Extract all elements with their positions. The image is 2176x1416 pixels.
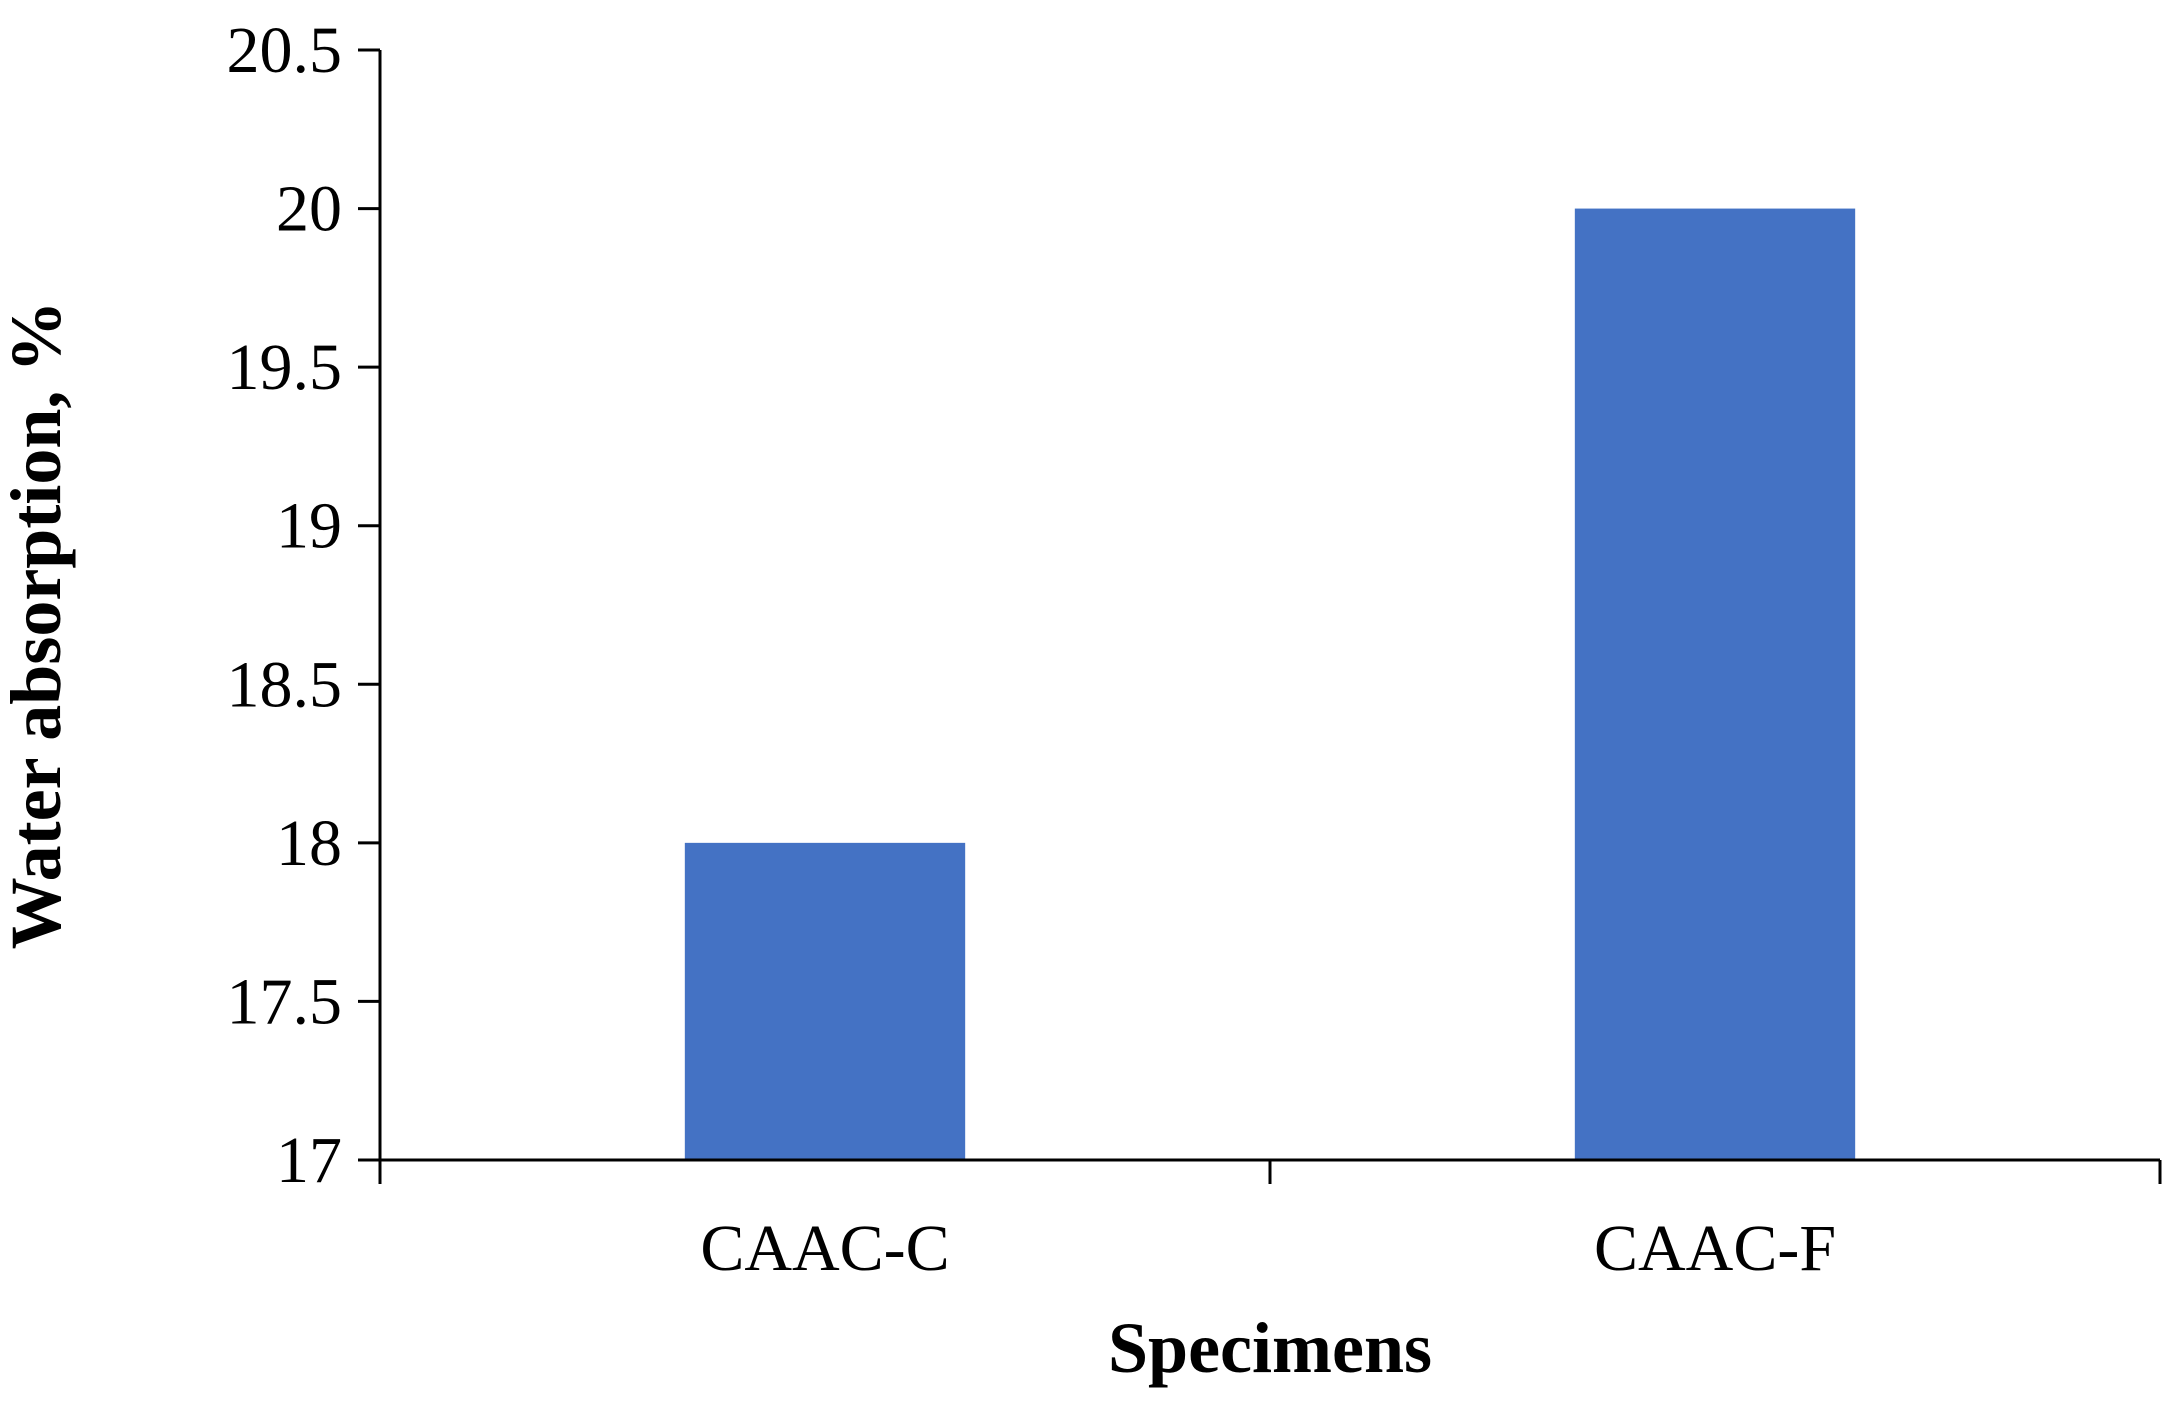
y-tick-label: 20.5 (227, 14, 343, 87)
bar-caac-f (1574, 208, 1856, 1161)
y-tick-label: 17 (276, 1124, 342, 1197)
x-tick-label: CAAC-C (700, 1212, 949, 1285)
y-tick-label: 18 (276, 807, 342, 880)
y-axis-ticks: 17 17.5 18 18.5 19 19.5 20 20.5 (227, 14, 380, 1197)
y-tick-label: 20 (276, 173, 342, 246)
x-axis-title: Specimens (1108, 1308, 1432, 1388)
y-axis-title: Water absorption, % (0, 301, 76, 950)
x-tick-label: CAAC-F (1594, 1212, 1836, 1285)
bars-layer (684, 208, 1856, 1161)
bar-caac-c (684, 842, 966, 1160)
y-tick-label: 17.5 (227, 965, 343, 1038)
y-tick-label: 19 (276, 490, 342, 563)
x-axis-ticks: CAAC-C CAAC-F (378, 1160, 2162, 1285)
y-tick-label: 19.5 (227, 331, 343, 404)
y-tick-label: 18.5 (227, 648, 343, 721)
